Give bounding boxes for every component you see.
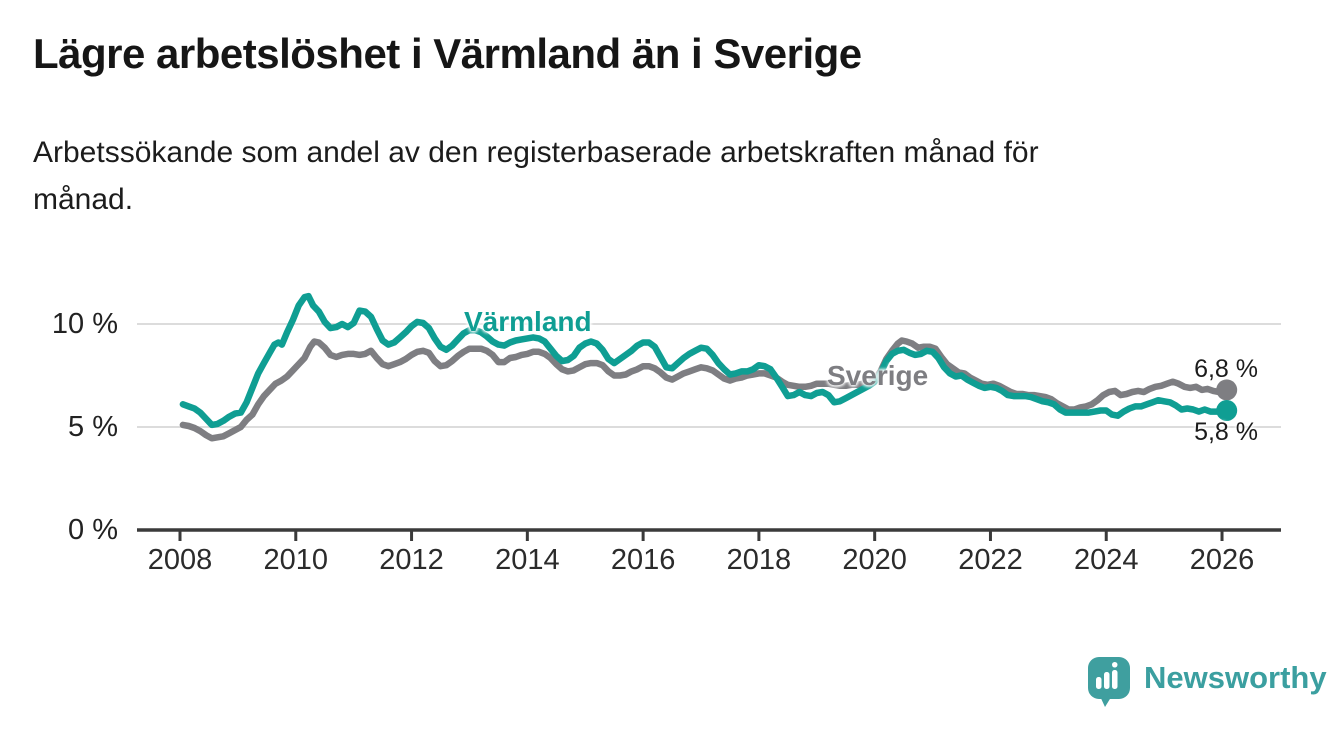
x-tick-label: 2018 — [726, 544, 792, 576]
series-label-sverige: Sverige — [827, 360, 929, 391]
x-tick-label: 2012 — [379, 544, 444, 576]
x-tick-label: 2024 — [1073, 544, 1139, 576]
y-tick-label: 5 % — [68, 411, 118, 443]
x-tick-label: 2020 — [842, 544, 907, 576]
x-tick-label: 2008 — [147, 544, 213, 576]
end-value-label-varmland: 5,8 % — [1194, 418, 1258, 446]
x-tick-label: 2016 — [610, 544, 676, 576]
x-tick-label: 2022 — [958, 544, 1023, 576]
subtitle-line-1: Arbetssökande som andel av den registerb… — [33, 136, 1039, 169]
page-title: Lägre arbetslöshet i Värmland än i Sveri… — [33, 30, 862, 77]
brand-footer: Newsworthy — [1087, 656, 1327, 708]
x-tick-label: 2010 — [263, 544, 329, 576]
newsworthy-logo-icon — [1088, 657, 1130, 707]
series-label-varmland: Värmland — [464, 306, 592, 337]
subtitle-line-2: månad. — [33, 183, 134, 216]
y-tick-label: 0 % — [68, 514, 118, 546]
y-tick-label: 10 % — [51, 308, 118, 340]
x-tick-label: 2026 — [1189, 544, 1255, 576]
brand-name: Newsworthy — [1144, 660, 1327, 695]
end-value-label-sverige: 6,8 % — [1194, 355, 1258, 383]
x-tick-label: 2014 — [495, 544, 560, 576]
